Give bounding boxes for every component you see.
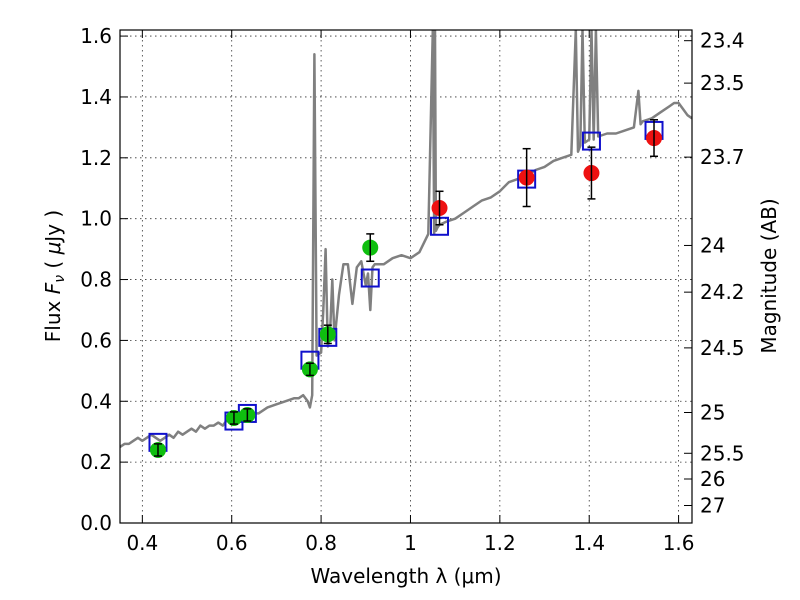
y-label-sub: ν — [52, 275, 68, 283]
y-tick-label-4: 0.8 — [80, 268, 112, 292]
model-square-5 — [360, 268, 380, 288]
x-tick-label-5: 1.4 — [573, 531, 605, 555]
x-axis-label: Wavelength λ (μm) — [310, 564, 501, 588]
x-tick-label-1: 0.6 — [216, 531, 248, 555]
y2-axis-label: Magnitude (AB) — [757, 198, 781, 353]
y-tick-label-7: 1.4 — [80, 85, 112, 109]
y-tick-label-5: 1.0 — [80, 207, 112, 231]
mag-tick-label-0: 23.4 — [700, 29, 745, 53]
plot-frame — [119, 29, 693, 524]
y-tick-label-0: 0.0 — [80, 511, 112, 535]
x-tick-label-6: 1.6 — [663, 531, 695, 555]
data-layer — [120, 30, 692, 458]
mag-tick-label-7: 25.5 — [700, 441, 745, 465]
mag-tick-label-8: 26 — [700, 467, 725, 491]
y-label-var: F — [41, 282, 65, 294]
y-label-open: ( — [41, 254, 65, 275]
y-label-mu: μ — [41, 242, 65, 256]
y-tick-label-6: 1.2 — [80, 146, 112, 170]
y-tick-label-8: 1.6 — [80, 24, 112, 48]
mag-tick-label-5: 24.5 — [700, 336, 745, 360]
y-tick-label-2: 0.4 — [80, 389, 112, 413]
y-label-unit: Jy ) — [41, 210, 65, 244]
y-tick-label-1: 0.2 — [80, 450, 112, 474]
y-label-prefix: Flux — [41, 294, 65, 342]
mag-tick-label-1: 23.5 — [700, 71, 745, 95]
mag-tick-label-2: 23.7 — [700, 145, 745, 169]
mag-tick-label-9: 27 — [700, 493, 725, 517]
tick-layer: 0.4 0.6 0.8 1 1.2 1.4 1.6 0.0 0.2 0.4 0.6 0.8 1.0 1.2… — [80, 24, 744, 555]
spectrum-line — [120, 30, 692, 448]
y-tick-label-3: 0.6 — [80, 328, 112, 352]
grid-layer — [120, 30, 692, 524]
mag-tick-label-3: 24 — [700, 233, 725, 257]
y-axis-label: Flux Fν ( μJy ) — [41, 210, 68, 342]
x-tick-label-2: 0.8 — [305, 531, 337, 555]
x-tick-label-4: 1.2 — [484, 531, 516, 555]
mag-tick-label-4: 24.2 — [700, 280, 745, 304]
mag-tick-label-6: 25 — [700, 401, 725, 425]
x-tick-label-0: 0.4 — [126, 531, 158, 555]
x-tick-label-3: 1 — [404, 531, 417, 555]
